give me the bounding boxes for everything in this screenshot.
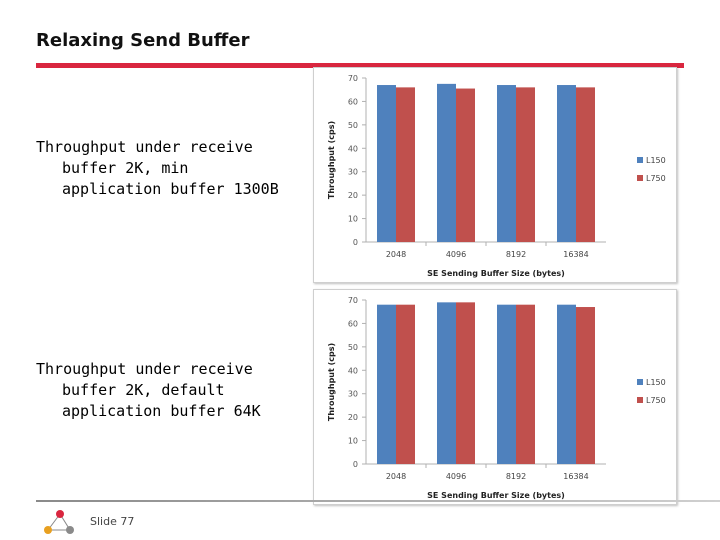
y-axis-title: Throughput (cps) bbox=[327, 121, 336, 199]
bar-l150-8192 bbox=[497, 304, 516, 464]
y-tick-label: 20 bbox=[348, 191, 358, 200]
y-tick-label: 50 bbox=[348, 121, 358, 130]
y-tick-label: 20 bbox=[348, 413, 358, 422]
text-block-2-line-2: buffer 2K, default bbox=[62, 381, 225, 399]
y-tick-label: 60 bbox=[348, 97, 358, 106]
y-tick-label: 40 bbox=[348, 144, 358, 153]
x-tick-label: 8192 bbox=[506, 250, 526, 259]
bar-chart-2: 0 10 20 30 40 50 60 70 2048 4096 8192 16384 SE Sendi… bbox=[327, 296, 666, 500]
bar-l750-8192 bbox=[516, 87, 535, 242]
y-tick-label: 30 bbox=[348, 390, 358, 399]
bar-l150-16384 bbox=[557, 304, 576, 464]
y-tick-label: 70 bbox=[348, 296, 358, 305]
y-tick-label: 40 bbox=[348, 366, 358, 375]
legend-label-l150: L150 bbox=[646, 378, 666, 387]
y-tick-label: 50 bbox=[348, 343, 358, 352]
text-block-1-line-1: Throughput under receive bbox=[36, 138, 253, 156]
bar-l150-2048 bbox=[377, 304, 396, 464]
y-tick-label: 10 bbox=[348, 437, 358, 446]
chart-panel-2: 0 10 20 30 40 50 60 70 2048 4096 8192 16384 SE Sendi… bbox=[313, 289, 677, 505]
footer-rule bbox=[36, 500, 720, 502]
legend-label-l150: L150 bbox=[646, 156, 666, 165]
bar-l150-2048 bbox=[377, 85, 396, 243]
bar-l150-4096 bbox=[437, 302, 456, 464]
text-block-2: Throughput under receive buffer 2K, defa… bbox=[36, 359, 286, 422]
logo-icon bbox=[44, 510, 74, 534]
text-block-1-line-2: buffer 2K, min bbox=[62, 159, 189, 177]
slide-title: Relaxing Send Buffer bbox=[36, 30, 250, 51]
slide-number: Slide 77 bbox=[90, 515, 135, 528]
x-tick-label: 2048 bbox=[386, 472, 406, 481]
bar-l750-4096 bbox=[456, 88, 475, 243]
y-tick-label: 0 bbox=[353, 460, 358, 469]
y-tick-label: 60 bbox=[348, 319, 358, 328]
y-tick-label: 30 bbox=[348, 168, 358, 177]
bar-l750-2048 bbox=[396, 87, 415, 242]
bar-l150-4096 bbox=[437, 83, 456, 242]
x-axis-title: SE Sending Buffer Size (bytes) bbox=[427, 269, 565, 278]
y-tick-label: 0 bbox=[353, 238, 358, 247]
x-tick-label: 4096 bbox=[446, 250, 466, 259]
legend-swatch-l150 bbox=[637, 379, 643, 385]
text-block-2-line-3: application buffer 64K bbox=[62, 402, 261, 420]
y-axis-title: Throughput (cps) bbox=[327, 343, 336, 421]
bar-l750-8192 bbox=[516, 304, 535, 464]
bar-l750-4096 bbox=[456, 302, 475, 464]
bar-l150-8192 bbox=[497, 85, 516, 243]
legend-label-l750: L750 bbox=[646, 174, 666, 183]
bar-l750-2048 bbox=[396, 304, 415, 464]
text-block-2-line-1: Throughput under receive bbox=[36, 360, 253, 378]
y-tick-label: 10 bbox=[348, 215, 358, 224]
bar-l750-16384 bbox=[576, 87, 595, 242]
legend-swatch-l750 bbox=[637, 397, 643, 403]
x-tick-label: 16384 bbox=[563, 250, 588, 259]
legend-swatch-l750 bbox=[637, 175, 643, 181]
x-tick-label: 16384 bbox=[563, 472, 588, 481]
legend-swatch-l150 bbox=[637, 157, 643, 163]
text-block-1: Throughput under receive buffer 2K, min … bbox=[36, 137, 286, 200]
x-tick-label: 8192 bbox=[506, 472, 526, 481]
y-tick-label: 70 bbox=[348, 74, 358, 83]
title-rule bbox=[36, 63, 684, 68]
chart-panel-1: 0 10 20 30 40 50 60 70 2048 4096 8192 16384 SE Sendi… bbox=[313, 67, 677, 283]
legend-label-l750: L750 bbox=[646, 396, 666, 405]
x-axis-title: SE Sending Buffer Size (bytes) bbox=[427, 491, 565, 500]
x-tick-label: 4096 bbox=[446, 472, 466, 481]
bar-l750-16384 bbox=[576, 307, 595, 464]
bar-chart-1: 0 10 20 30 40 50 60 70 2048 4096 8192 16384 SE Sendi… bbox=[327, 74, 666, 278]
x-tick-label: 2048 bbox=[386, 250, 406, 259]
text-block-1-line-3: application buffer 1300B bbox=[62, 180, 279, 198]
bar-l150-16384 bbox=[557, 85, 576, 243]
